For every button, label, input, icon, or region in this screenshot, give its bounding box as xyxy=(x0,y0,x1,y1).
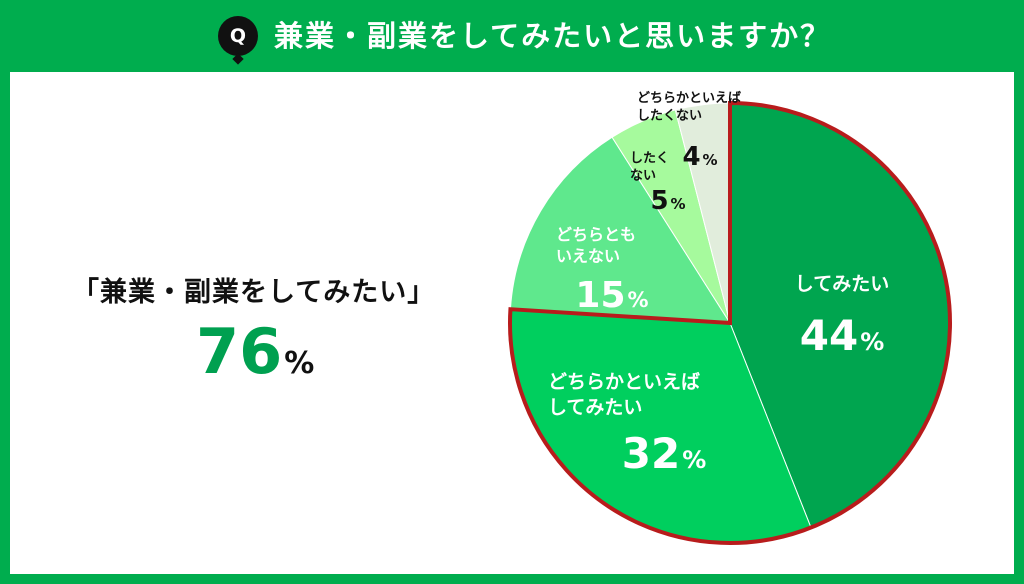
pie-slice-2 xyxy=(509,136,731,324)
header-bar: Q 兼業・副業をしてみたいと思いますか？ xyxy=(0,0,1024,72)
question-icon: Q xyxy=(218,16,258,65)
summary-value: 76% xyxy=(196,314,314,390)
slice-label-1: どちらかといえばしてみたい xyxy=(548,371,700,419)
highlight-outline xyxy=(508,100,952,545)
summary-label: 「兼業・副業をしてみたい」 xyxy=(72,277,436,308)
slice-label-3: したくない xyxy=(630,151,669,184)
question-badge-letter: Q xyxy=(229,25,247,47)
question-title: 兼業・副業をしてみたいと思いますか？ xyxy=(274,19,832,53)
summary-value-unit: % xyxy=(284,346,315,381)
slice-value-3: 5% xyxy=(650,186,685,216)
slice-value-0: 44% xyxy=(800,311,885,360)
slice-label-2: どちらともいえない xyxy=(556,225,636,266)
slice-label-4: どちらかといえばしたくない xyxy=(637,91,741,124)
slice-value-2: 15% xyxy=(575,275,648,316)
summary-value-number: 76 xyxy=(196,315,283,388)
slice-value-1: 32% xyxy=(622,429,707,478)
slice-label-0: してみたい xyxy=(795,273,889,295)
slice-value-4: 4% xyxy=(682,142,717,172)
